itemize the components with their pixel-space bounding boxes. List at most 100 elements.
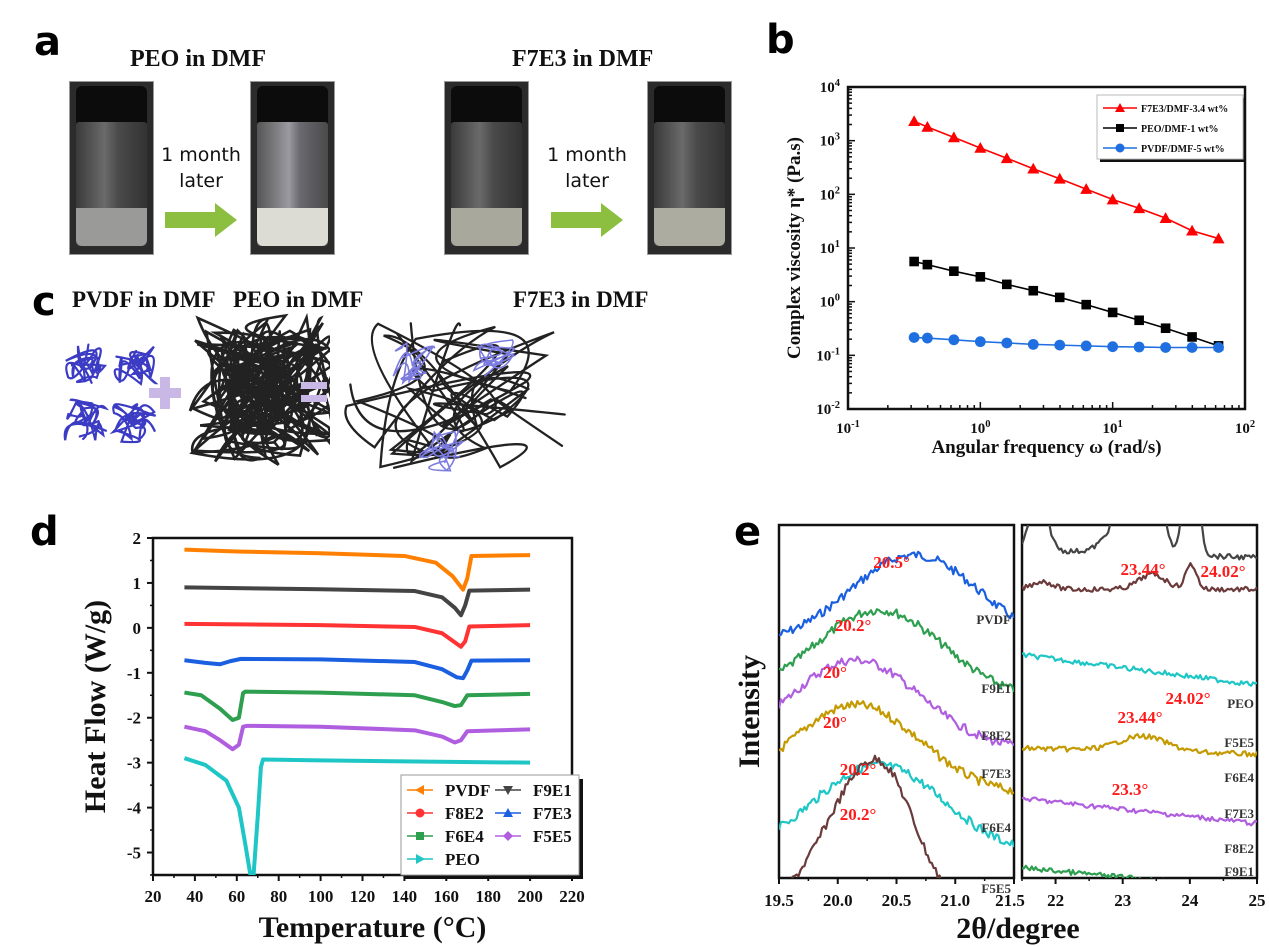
peak-label: 23.3°: [1112, 780, 1149, 799]
panel-c-title-pvdf: PVDF in DMF: [72, 287, 216, 312]
data-point: [1212, 232, 1225, 244]
data-point: [1054, 339, 1066, 351]
x-tick-label: 21.0: [940, 891, 970, 910]
data-point: [1160, 342, 1172, 353]
data-point: [1081, 299, 1092, 310]
curve-label: F8E2: [981, 728, 1011, 743]
x-tick-label: 140: [392, 887, 418, 906]
series-line: [184, 656, 531, 681]
data-point: [974, 336, 986, 348]
data-point: [1186, 342, 1198, 353]
series-F9E1: [779, 608, 1014, 693]
series-line: [1022, 864, 1164, 878]
y-tick-label: 2: [133, 529, 142, 548]
x-tick-label: 24: [1181, 891, 1199, 910]
peak-label: 24.02°: [1165, 689, 1210, 708]
panel-a-left-title: PEO in DMF: [130, 46, 266, 72]
series-line: [914, 336, 1219, 349]
data-point: [921, 332, 933, 344]
curve-label: F6E4: [1224, 770, 1254, 785]
data-point: [921, 120, 934, 132]
peo-chain: [189, 315, 333, 451]
dsc-chart: 20 40 60 80 100 120 140 160 180 200 220 2 1 0 -1 -2 -3 -4…: [79, 529, 585, 944]
data-point: [908, 332, 920, 343]
series-line: [779, 760, 1014, 848]
y-axis-label: Complex viscosity η* (Pa.s): [784, 137, 805, 359]
x-tick-label: 100: [308, 887, 334, 906]
data-point: [1053, 172, 1066, 184]
data-point: [1002, 279, 1012, 290]
data-point: [947, 131, 960, 143]
data-point: [922, 259, 933, 270]
x-tick-label: 40: [186, 887, 203, 906]
series-line: [183, 756, 531, 875]
y-tick-label: 0: [133, 619, 142, 638]
legend-marker: [1115, 143, 1125, 153]
data-point: [1054, 292, 1065, 303]
legend-marker: [1116, 124, 1124, 132]
x-axis-label: 2θ/degree: [956, 912, 1079, 945]
series-F6E4: [779, 760, 1014, 848]
y-axis-label: Heat Flow (W/g): [79, 600, 112, 813]
legend-label: PEO/DMF-1 wt%: [1141, 124, 1219, 135]
series-PEO: [1022, 525, 1257, 561]
y-tick-label: 101: [820, 239, 840, 257]
xrd-chart: 19.5 20.0 20.5 21.0 21.5 22 23 24 25 PVDF F9E1 F8E2…: [733, 523, 1266, 945]
series-F9E1: [1022, 864, 1164, 878]
x-tick-label: 25: [1249, 891, 1266, 910]
curve-label: F9E1: [981, 681, 1011, 696]
series-line: [791, 754, 942, 878]
pvdf-coil: [472, 339, 516, 377]
y-tick-label: -4: [127, 799, 142, 818]
curve-label: PEO: [1227, 696, 1254, 711]
x-tick-label: 10-1: [836, 419, 860, 437]
x-tick-label: 101: [1103, 419, 1123, 437]
x-tick-label: 21.5: [995, 891, 1025, 910]
curve-label: F9E1: [1224, 864, 1254, 879]
y-tick-label: 1: [133, 574, 142, 593]
data-point: [1133, 202, 1146, 214]
vial-f7e3-after: [647, 81, 732, 255]
series-line: [184, 621, 531, 649]
curve-label: F5E5: [1224, 735, 1254, 750]
data-point: [1187, 332, 1197, 342]
viscosity-chart: 10-1 100 101 10210-210-1100101102103104Angu…: [784, 78, 1255, 458]
vial-f7e3-before: [444, 81, 529, 255]
plus-icon: [160, 377, 170, 409]
data-point: [1000, 152, 1013, 164]
x-tick-label: 60: [228, 887, 245, 906]
green-arrow-icon: [551, 203, 623, 237]
series-F7E3: [779, 700, 1014, 795]
data-point: [1001, 337, 1013, 349]
equals-icon: [301, 382, 327, 389]
y-tick-label: 10-2: [816, 400, 840, 418]
y-tick-label: 104: [820, 78, 841, 96]
series-line: [1022, 796, 1257, 827]
y-tick-label: -2: [127, 709, 141, 728]
green-arrow-icon: [165, 203, 237, 237]
y-axis-label: Intensity: [733, 655, 766, 768]
data-point: [1134, 315, 1144, 326]
series-line: [913, 260, 1219, 347]
data-point: [1160, 323, 1171, 334]
panel-e-label: e: [734, 509, 762, 555]
data-point: [974, 142, 987, 153]
curve-label: F8E2: [1224, 841, 1254, 856]
peak-label: 20.2°: [835, 616, 872, 635]
peak-label: 20°: [823, 713, 847, 732]
x-axis-label: Temperature (°C): [259, 911, 487, 944]
y-tick-label: 103: [820, 132, 840, 150]
legend-marker: [416, 854, 425, 864]
curve-label: PVDF: [976, 612, 1011, 627]
series-line: [779, 700, 1014, 795]
series-line: [184, 547, 531, 592]
series-F7E3: [184, 656, 531, 681]
legend-label: F7E3/DMF-3.4 wt%: [1141, 104, 1228, 115]
x-tick-label: 120: [350, 887, 376, 906]
y-tick-label: -3: [127, 754, 141, 773]
curve-label: F7E3: [1224, 806, 1254, 821]
data-point: [949, 266, 959, 276]
x-tick-label: 102: [1235, 419, 1255, 437]
x-tick-label: 160: [434, 887, 460, 906]
peo-chain: [190, 313, 339, 462]
